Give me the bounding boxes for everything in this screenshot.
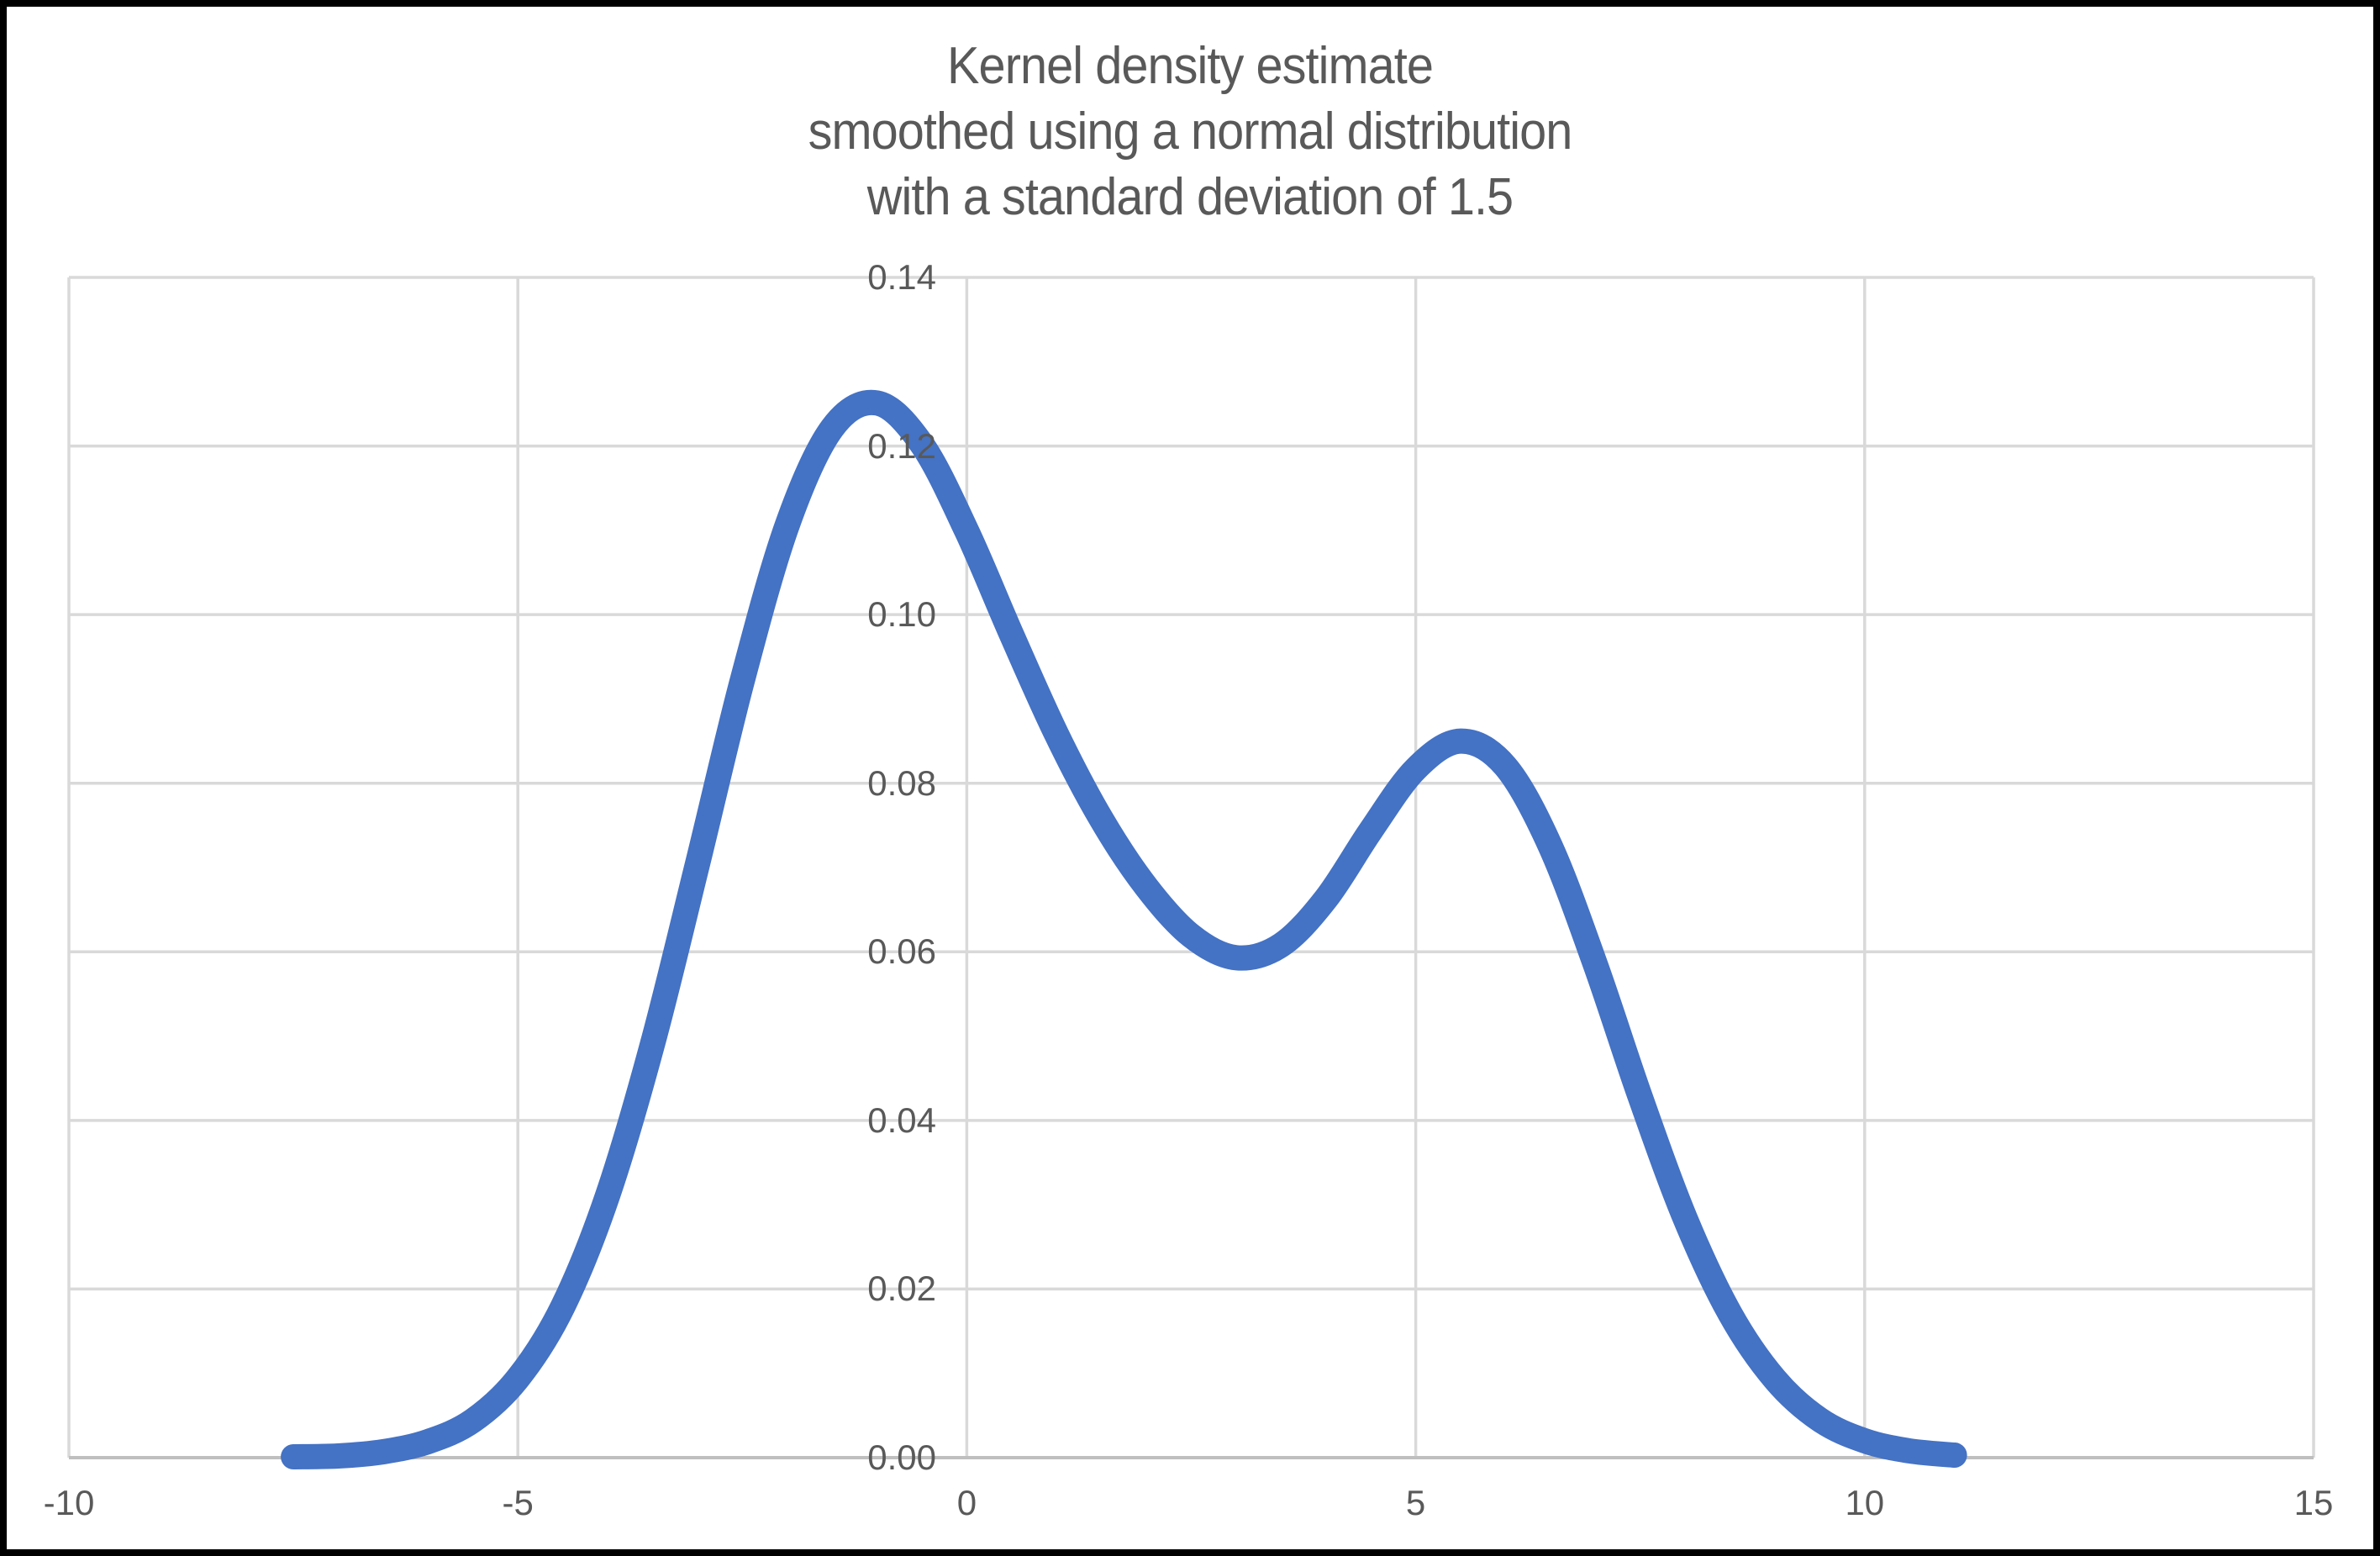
chart-title-line-1: Kernel density estimate: [947, 37, 1434, 95]
kde-curve: [281, 389, 1967, 1469]
chart-title-line-3: with a standard deviation of 1.5: [866, 168, 1514, 226]
chart-title: Kernel density estimate smoothed using a…: [83, 34, 2297, 230]
chart-title-line-2: smoothed using a normal distribution: [808, 103, 1573, 161]
